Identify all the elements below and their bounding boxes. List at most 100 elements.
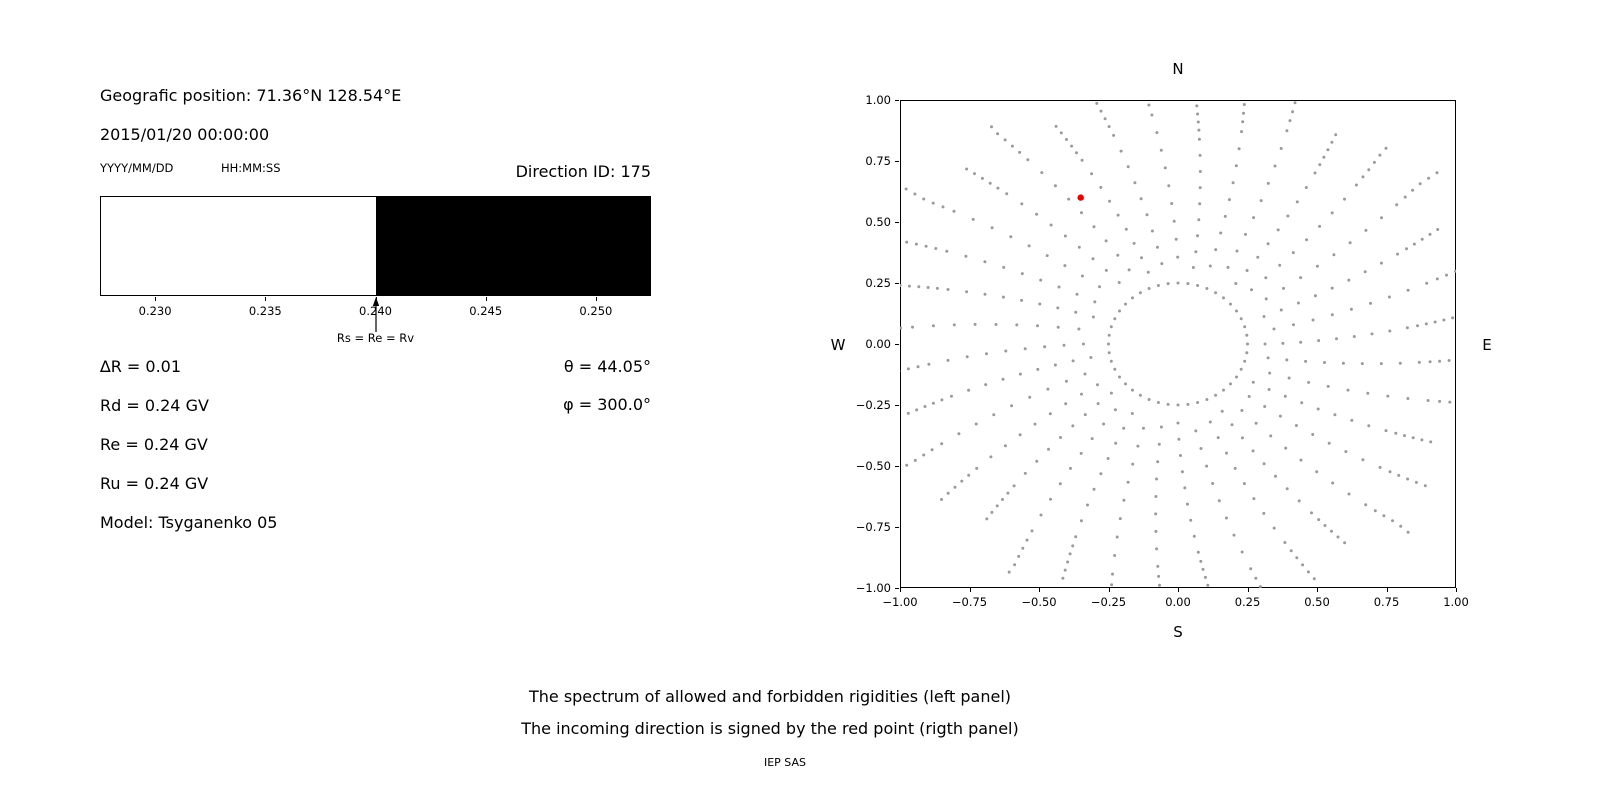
y-tick-label: −1.00 [855, 581, 891, 595]
scatter-dot [1235, 309, 1238, 313]
scatter-dot [1098, 285, 1101, 289]
scatter-dot [1018, 150, 1022, 154]
scatter-dot [1214, 248, 1218, 252]
scatter-dot [973, 172, 976, 176]
scatter-dot [1367, 168, 1371, 172]
scatter-dot [1331, 481, 1335, 485]
scatter-dot [900, 326, 903, 330]
scatter-dot [1039, 513, 1043, 517]
scatter-dot [1198, 186, 1202, 190]
scatter-dot [1214, 291, 1218, 295]
scatter-dot [1382, 514, 1386, 518]
scatter-dot [1056, 325, 1060, 329]
scatter-dot [1176, 403, 1180, 407]
forbidden-region [375, 197, 650, 295]
scatter-dot [1186, 282, 1190, 286]
scatter-dot [1256, 255, 1260, 259]
scatter-dot [1139, 197, 1143, 201]
spectrum-tick-label: 0.250 [579, 304, 613, 318]
scatter-dot [1251, 449, 1255, 453]
scatter-dot [1411, 188, 1415, 192]
scatter-dot [1231, 181, 1235, 185]
scatter-dot [1425, 281, 1429, 285]
scatter-dot [1198, 153, 1202, 157]
scatter-dot [1406, 397, 1410, 400]
scatter-dot [1222, 296, 1225, 300]
scatter-dot [1012, 484, 1016, 488]
scatter-dot [1268, 371, 1272, 375]
scatter-dot [971, 217, 975, 221]
scatter-dot [1206, 583, 1210, 587]
scatter-dot [1013, 563, 1017, 567]
scatter-dot [1026, 158, 1030, 162]
scatter-dot [1246, 342, 1249, 346]
scatter-dot [1059, 436, 1062, 439]
scatter-dot [1138, 291, 1142, 295]
scatter-dot [1021, 546, 1025, 550]
scatter-dot [1334, 133, 1338, 137]
scatter-dot [1396, 252, 1399, 256]
scatter-dot [1020, 298, 1024, 302]
x-tick-mark [900, 588, 901, 592]
rd-text: Rd = 0.24 GV [100, 396, 209, 415]
scatter-dot [1109, 359, 1113, 363]
scatter-dot [1420, 438, 1424, 442]
scatter-dot [1227, 198, 1231, 202]
scatter-dot [1330, 313, 1334, 317]
scatter-dot [1086, 503, 1089, 507]
scatter-dot [1451, 316, 1455, 320]
scatter-dot [1307, 380, 1311, 384]
scatter-dot [905, 463, 909, 467]
scatter-dot [1020, 272, 1024, 276]
scatter-dot [946, 358, 950, 362]
scatter-dot [1176, 255, 1180, 259]
scatter-dot [1058, 482, 1062, 486]
scatter-dot [1279, 308, 1283, 312]
scatter-dot [1291, 251, 1295, 255]
scatter-dot [1276, 228, 1280, 232]
x-tick-mark [1178, 588, 1179, 592]
scatter-dot [1069, 466, 1072, 470]
scatter-dot [1064, 402, 1068, 406]
scatter-dot [1113, 408, 1117, 412]
scatter-dot [1300, 401, 1304, 405]
scatter-dot [1311, 433, 1315, 436]
scatter-dot [911, 325, 914, 329]
scatter-dot [1249, 567, 1253, 571]
scatter-dot [931, 201, 935, 205]
scatter-dot [1347, 278, 1351, 282]
scatter-dot [1145, 213, 1149, 217]
scatter-dot [1194, 250, 1198, 254]
scatter-dot [1282, 286, 1285, 290]
label-south: S [1173, 623, 1183, 641]
scatter-dot [1264, 297, 1268, 301]
scatter-dot [1448, 400, 1452, 404]
scatter-dot [1196, 120, 1200, 124]
y-tick-label: 0.50 [865, 215, 891, 229]
scatter-dot [1349, 307, 1353, 311]
scatter-dot [1406, 530, 1410, 534]
x-tick-label: −0.75 [951, 595, 988, 609]
scatter-dot [1412, 242, 1416, 246]
scatter-dot [965, 290, 969, 294]
scatter-dot [1015, 323, 1019, 327]
scatter-dot [1241, 120, 1245, 124]
scatter-dot [1005, 192, 1009, 196]
x-tick-mark [1247, 588, 1249, 592]
scatter-dot [1030, 529, 1034, 533]
scatter-dot [1155, 477, 1159, 481]
scatter-dot [1054, 124, 1058, 128]
scatter-dot [1285, 487, 1289, 491]
x-tick-label: 0.50 [1304, 595, 1330, 609]
scatter-dot [984, 383, 988, 387]
scatter-dot [1201, 567, 1205, 571]
scatter-dot [1113, 367, 1117, 371]
scatter-dot [1059, 131, 1063, 135]
scatter-dot [1147, 103, 1151, 107]
scatter-dot [1036, 324, 1039, 328]
scatter-dot [1091, 257, 1095, 261]
x-tick-label: 1.00 [1443, 595, 1469, 609]
y-tick-label: 0.75 [865, 154, 891, 168]
scatter-dot [1336, 535, 1340, 539]
scatter-dot [1083, 413, 1087, 417]
